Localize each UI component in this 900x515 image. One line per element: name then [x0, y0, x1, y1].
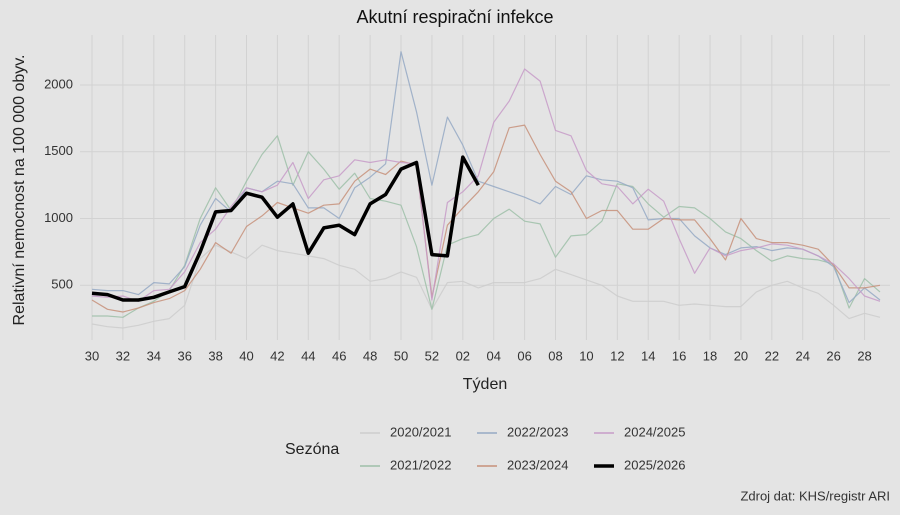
- x-tick-label: 32: [116, 348, 130, 363]
- legend-label: 2022/2023: [507, 424, 568, 439]
- legend-label: 2023/2024: [507, 457, 568, 472]
- legend-label: 2024/2025: [624, 424, 685, 439]
- x-tick-label: 12: [610, 348, 624, 363]
- x-tick-label: 44: [301, 348, 315, 363]
- x-tick-label: 06: [517, 348, 531, 363]
- x-tick-label: 10: [579, 348, 593, 363]
- x-tick-label: 04: [486, 348, 500, 363]
- x-tick-label: 28: [857, 348, 871, 363]
- series-line: [91, 51, 881, 304]
- y-tick-label: 500: [51, 277, 73, 292]
- x-tick-label: 52: [425, 348, 439, 363]
- x-tick-label: 24: [796, 348, 810, 363]
- x-tick-label: 26: [826, 348, 840, 363]
- x-tick-label: 46: [332, 348, 346, 363]
- x-tick-label: 40: [239, 348, 253, 363]
- legend-label: 2025/2026: [624, 457, 685, 472]
- legend-label: 2020/2021: [390, 424, 451, 439]
- x-tick-label: 02: [456, 348, 470, 363]
- x-tick-label: 14: [641, 348, 655, 363]
- y-axis-label: Relativní nemocnost na 100 000 obyv.: [11, 55, 28, 326]
- x-tick-label: 20: [734, 348, 748, 363]
- legend-label: 2021/2022: [390, 457, 451, 472]
- x-tick-label: 34: [147, 348, 161, 363]
- y-tick-label: 1000: [44, 210, 73, 225]
- y-tick-label: 1500: [44, 143, 73, 158]
- grid: [80, 35, 890, 340]
- x-tick-label: 30: [85, 348, 99, 363]
- x-tick-label: 18: [703, 348, 717, 363]
- legend-title: Sezóna: [285, 441, 339, 458]
- chart-title: Akutní respirační infekce: [356, 7, 553, 27]
- series-line: [92, 135, 881, 318]
- x-tick-label: 36: [177, 348, 191, 363]
- x-tick-label: 08: [548, 348, 562, 363]
- x-tick-label: 38: [208, 348, 222, 363]
- x-tick-label: 42: [270, 348, 284, 363]
- series-line: [91, 124, 881, 313]
- x-tick-label: 16: [672, 348, 686, 363]
- series-line: [91, 155, 480, 302]
- x-tick-label: 50: [394, 348, 408, 363]
- x-tick-label: 22: [765, 348, 779, 363]
- series-line: [91, 244, 881, 329]
- y-tick-label: 2000: [44, 76, 73, 91]
- series-line: [91, 68, 881, 302]
- x-tick-label: 48: [363, 348, 377, 363]
- source-note: Zdroj dat: KHS/registr ARI: [740, 488, 890, 503]
- x-axis-label: Týden: [463, 376, 507, 393]
